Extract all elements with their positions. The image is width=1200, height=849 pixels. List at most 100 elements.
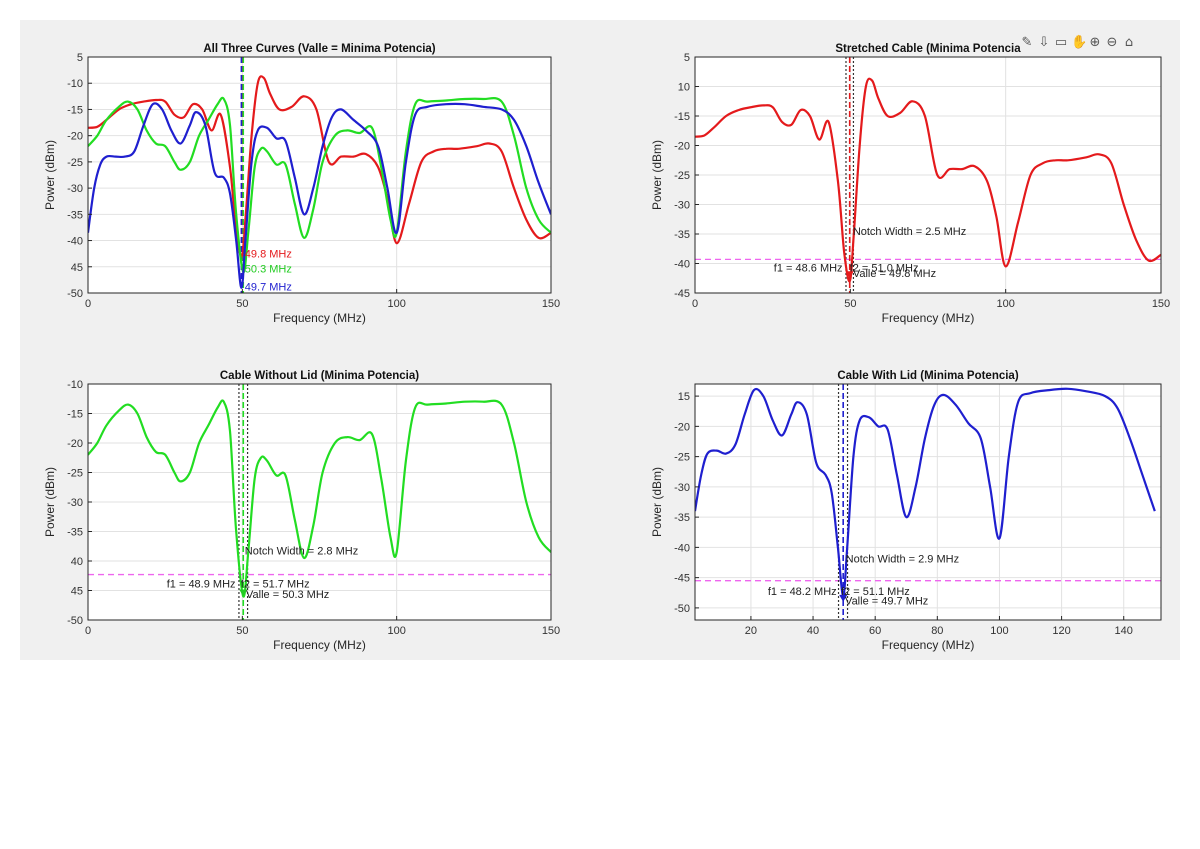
y-tick-label: 40 xyxy=(71,556,83,568)
y-tick-label: -10 xyxy=(67,78,83,90)
plot-area xyxy=(695,384,1161,620)
annotation-label: 50.3 MHz xyxy=(245,263,292,275)
annotation-label: f1 = 48.6 MHz xyxy=(774,263,843,275)
axes-frame xyxy=(87,56,552,294)
minimum-marker xyxy=(845,271,854,279)
y-tick-label: -25 xyxy=(67,468,83,480)
y-tick-label: -30 xyxy=(674,482,690,494)
y-tick-label: -25 xyxy=(674,452,690,464)
y-tick-label: -50 xyxy=(67,288,83,300)
annotation-label: Notch Width = 2.8 MHz xyxy=(245,545,358,557)
plot-area xyxy=(88,57,551,293)
annotation-label: Notch Width = 2.5 MHz xyxy=(853,226,966,238)
y-tick-label: -50 xyxy=(67,615,83,627)
subplot-4: Notch Width = 2.9 MHz f1 = 48.2 MHz f2 = 5… xyxy=(650,370,1162,652)
pencil-icon[interactable]: ✎ xyxy=(1021,35,1033,50)
y-tick-label: -25 xyxy=(67,157,83,169)
axes-background xyxy=(695,384,1161,620)
series-line xyxy=(88,102,551,289)
x-axis-label: Frequency (MHz) xyxy=(273,311,366,325)
y-tick-label: -20 xyxy=(674,421,690,433)
series-line xyxy=(695,77,1161,283)
y-tick-label: -45 xyxy=(674,573,690,585)
pan-icon[interactable]: ✋ xyxy=(1071,35,1088,50)
minimum-marker xyxy=(839,594,848,602)
export-icon[interactable]: ⇩ xyxy=(1038,35,1050,50)
y-tick-label: -40 xyxy=(67,236,83,248)
plot-area xyxy=(88,384,551,620)
chart-title: Cable With Lid (Minima Potencia) xyxy=(837,370,1019,382)
y-tick-label: -10 xyxy=(67,379,83,391)
y-tick-label: -45 xyxy=(674,288,690,300)
x-tick-label: 0 xyxy=(85,298,91,310)
x-axis-label: Frequency (MHz) xyxy=(273,638,366,652)
y-tick-label: 5 xyxy=(684,52,690,64)
annotation-label: f1 = 48.9 MHz xyxy=(167,578,236,590)
x-tick-label: 20 xyxy=(745,625,757,637)
y-tick-label: -20 xyxy=(67,438,83,450)
annotation-label: Valle = 49.8 MHz xyxy=(853,268,936,280)
y-tick-label: -35 xyxy=(67,209,83,221)
series-line xyxy=(88,399,551,598)
annotation-label: f1 = 48.2 MHz xyxy=(768,586,837,598)
x-tick-label: 80 xyxy=(931,625,943,637)
plot-area xyxy=(695,57,1161,293)
x-tick-label: 50 xyxy=(236,298,248,310)
y-tick-label: -40 xyxy=(674,259,690,271)
chart-title: All Three Curves (Valle = Minima Potenci… xyxy=(203,43,435,55)
annotation-label: Valle = 50.3 MHz xyxy=(246,589,329,601)
y-tick-label: -35 xyxy=(67,527,83,539)
zoom-out-icon[interactable]: ⊖ xyxy=(1106,35,1118,50)
annotation-label: 49.8 MHz xyxy=(245,249,292,261)
subplot-1: 49.8 MHz 50.3 MHz 49.7 MHz 0 50 100 150 5 -10 -15… xyxy=(43,43,560,325)
chart-title: Cable Without Lid (Minima Potencia) xyxy=(220,370,419,382)
y-axis-label: Power (dBm) xyxy=(650,467,664,537)
x-tick-label: 0 xyxy=(692,298,698,310)
x-tick-label: 50 xyxy=(844,298,856,310)
subplot-3: Notch Width = 2.8 MHz f1 = 48.9 MHz f2 = 5… xyxy=(43,370,560,652)
x-tick-label: 150 xyxy=(1152,298,1170,310)
annotation-label: f2 = 51.0 MHz xyxy=(850,263,919,275)
y-tick-label: 10 xyxy=(678,82,690,94)
y-tick-label: 45 xyxy=(71,586,83,598)
axes-toolbar: ✎ ⇩ ▭ ✋ ⊕ ⊖ ⌂ xyxy=(1020,35,1136,50)
x-tick-label: 40 xyxy=(807,625,819,637)
subplot-2: Notch Width = 2.5 MHz f1 = 48.6 MHz f2 = 5… xyxy=(650,43,1170,325)
y-tick-label: -40 xyxy=(674,542,690,554)
annotation-label: f2 = 51.7 MHz xyxy=(241,578,310,590)
annotation-label: 49.7 MHz xyxy=(245,282,292,294)
y-axis-label: Power (dBm) xyxy=(43,140,57,210)
y-tick-label: -50 xyxy=(674,603,690,615)
y-tick-label: 45 xyxy=(71,262,83,274)
annotation-label: Valle = 49.7 MHz xyxy=(845,596,928,608)
x-axis-label: Frequency (MHz) xyxy=(882,638,975,652)
x-tick-label: 50 xyxy=(236,625,248,637)
x-tick-label: 140 xyxy=(1115,625,1133,637)
x-tick-label: 120 xyxy=(1052,625,1070,637)
y-tick-label: 15 xyxy=(678,391,690,403)
x-axis-label: Frequency (MHz) xyxy=(882,311,975,325)
annotation-label: Notch Width = 2.9 MHz xyxy=(846,553,959,565)
axes-frame xyxy=(694,383,1162,621)
y-tick-label: 5 xyxy=(77,52,83,64)
zoom-in-icon[interactable]: ⊕ xyxy=(1089,35,1101,50)
x-tick-label: 150 xyxy=(542,298,560,310)
series-line xyxy=(695,387,1156,597)
x-tick-label: 60 xyxy=(869,625,881,637)
y-tick-label: -20 xyxy=(67,131,83,143)
y-tick-label: -20 xyxy=(674,141,690,153)
datatip-icon[interactable]: ▭ xyxy=(1054,35,1068,50)
x-tick-label: 100 xyxy=(387,625,405,637)
x-tick-label: 100 xyxy=(387,298,405,310)
y-tick-label: -30 xyxy=(67,183,83,195)
annotation-label: f2 = 51.1 MHz xyxy=(841,586,910,598)
y-tick-label: -15 xyxy=(67,104,83,116)
home-icon[interactable]: ⌂ xyxy=(1124,35,1134,50)
x-tick-label: 150 xyxy=(542,625,560,637)
y-tick-label: -25 xyxy=(674,170,690,182)
y-tick-label: -15 xyxy=(674,111,690,123)
y-tick-label: -15 xyxy=(67,409,83,421)
y-tick-label: -30 xyxy=(674,200,690,212)
y-tick-label: -35 xyxy=(674,512,690,524)
